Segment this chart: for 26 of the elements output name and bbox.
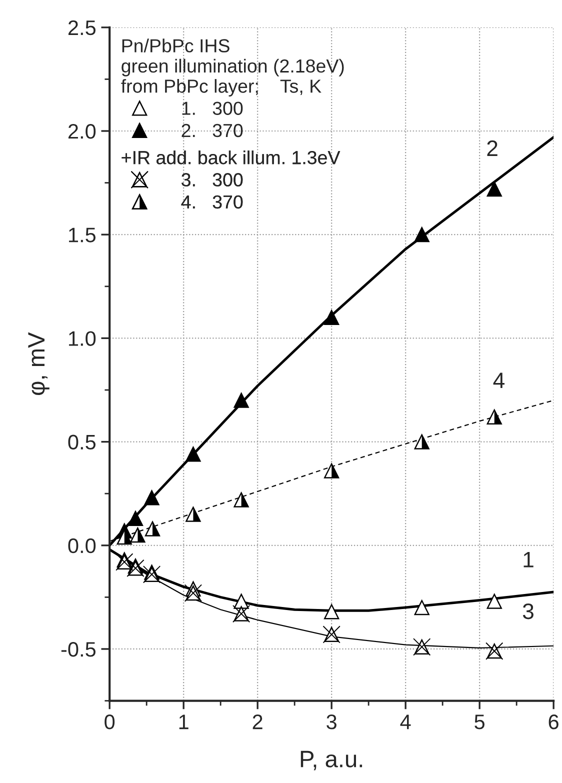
- x-tick-label: 5: [474, 714, 484, 730]
- legend-label: 4. 370: [181, 195, 243, 209]
- y-tick-label: 1.0: [69, 331, 96, 346]
- y-tick-label: 0.5: [68, 434, 96, 450]
- y-tick-label: 2.0: [68, 124, 96, 139]
- annotation: 3: [522, 603, 534, 620]
- y-tick-label: 2.5: [68, 20, 96, 36]
- x-tick-label: 3: [326, 714, 336, 730]
- x-tick-label: 1: [179, 714, 188, 730]
- y-tick-label: -0.5: [61, 642, 96, 657]
- legend-title: Pn/PbPc IHS green illumination (2.18eV) from PbPc layer; Ts, K: [121, 38, 344, 97]
- x-axis-title: P, a.u.: [300, 750, 362, 770]
- y-axis-title: φ, mV: [28, 332, 50, 396]
- x-tick-label: 4: [400, 714, 411, 730]
- annotation: 2: [487, 140, 498, 156]
- annotation: 1: [524, 552, 534, 568]
- y-tick-label: 0.0: [68, 538, 96, 554]
- x-tick-label: 0: [104, 714, 115, 730]
- x-tick-label: 2: [252, 714, 262, 730]
- y-tick-label: 1.5: [69, 228, 96, 242]
- x-tick-label: 6: [548, 714, 558, 730]
- annotation: +IR add. back illum. 1.3eV: [122, 150, 340, 164]
- legend-label: 3. 300: [182, 173, 243, 186]
- legend-label: 2. 370: [182, 124, 243, 138]
- annotation: 4: [493, 372, 504, 388]
- legend-label: 1. 300: [182, 102, 243, 115]
